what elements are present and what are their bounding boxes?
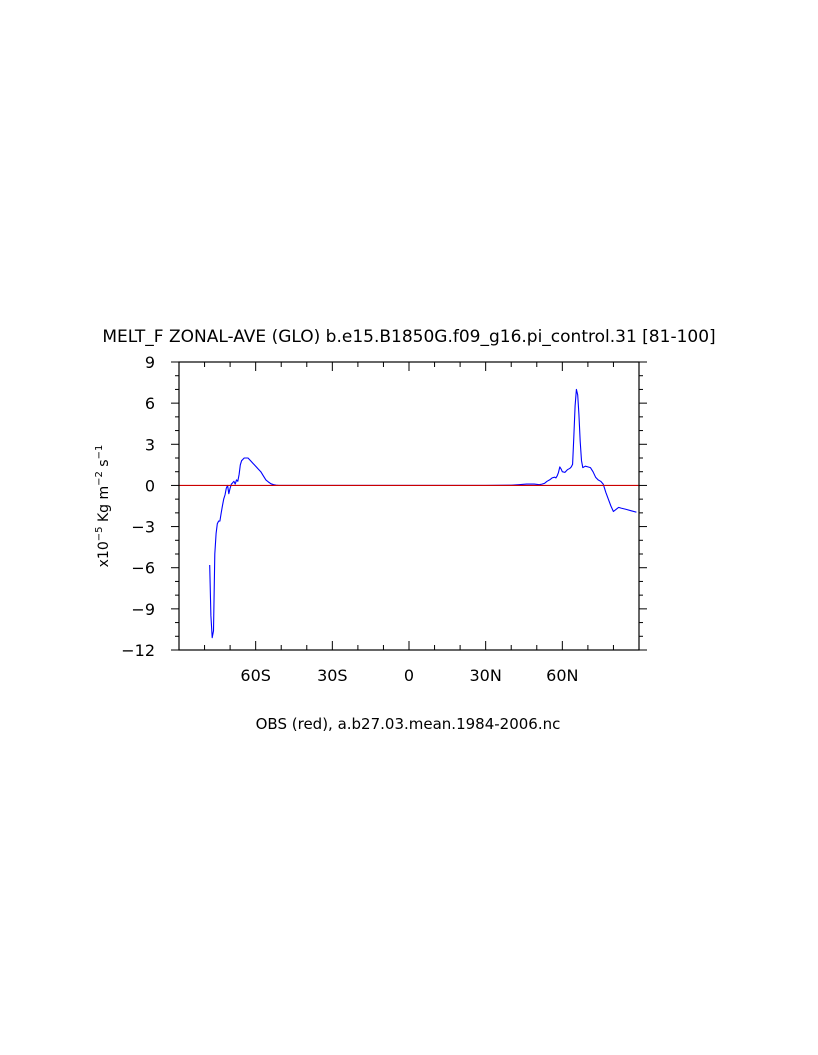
chart-title: MELT_F ZONAL-AVE (GLO) b.e15.B1850G.f09_… <box>102 327 715 347</box>
y-tick-label: −9 <box>131 600 155 619</box>
x-tick-label: 30N <box>470 666 502 685</box>
y-tick-label: −6 <box>131 559 155 578</box>
y-label-part: s <box>96 459 112 471</box>
y-tick-label: −3 <box>131 518 155 537</box>
x-tick-label: 60S <box>240 666 271 685</box>
y-tick-label: 0 <box>145 476 155 495</box>
x-tick-label: 0 <box>404 666 414 685</box>
y-tick-label: 9 <box>145 353 155 372</box>
y-tick-label: 6 <box>145 394 155 413</box>
y-label-part: Kg m <box>96 486 112 527</box>
y-tick-label: 3 <box>145 435 155 454</box>
x-tick-label: 60N <box>546 666 578 685</box>
x-axis-label: OBS (red), a.b27.03.mean.1984-2006.nc <box>256 715 561 733</box>
x-tick-label: 30S <box>317 666 348 685</box>
y-label-part: x10 <box>96 541 112 567</box>
y-label-exponent: −5 <box>94 527 105 542</box>
data-series <box>179 388 639 639</box>
y-label-exponent: −2 <box>94 471 105 486</box>
y-tick-label: −12 <box>121 641 155 660</box>
y-axis-label: x10−5 Kg m−2 s−1 <box>94 445 112 568</box>
plot-frame <box>178 361 640 651</box>
y-label-exponent: −1 <box>94 445 105 460</box>
axis-ticks: 60S 30S 0 30N 60N 9 6 3 0 −3 −6 −9 −12 <box>121 353 647 685</box>
model-series-line <box>209 388 637 639</box>
